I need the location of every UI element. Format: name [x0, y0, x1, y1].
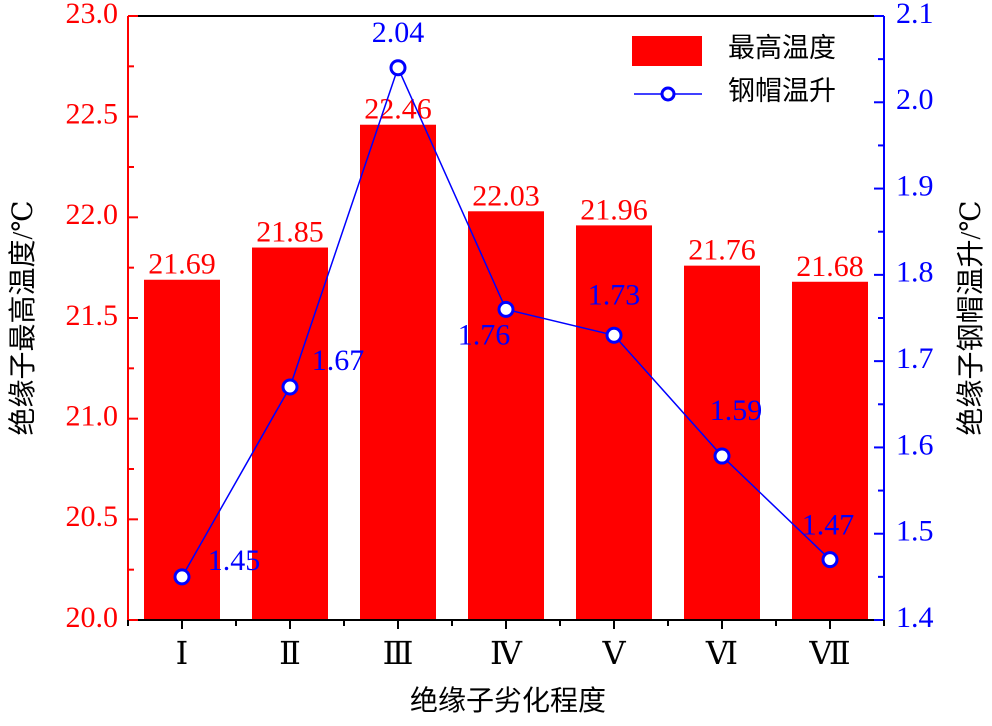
y2-tick-label: 1.6 [896, 428, 934, 461]
bar [684, 265, 760, 620]
bar [360, 124, 436, 620]
line-value-label: 1.45 [208, 544, 261, 577]
y-tick-label: 21.5 [66, 299, 119, 332]
line-point [281, 378, 299, 396]
line-value-label: 2.04 [372, 16, 425, 49]
line-point [605, 326, 623, 344]
y2-tick-label: 1.9 [896, 169, 934, 202]
y2-tick-label: 1.4 [896, 601, 934, 634]
bar [252, 247, 328, 621]
bar [468, 211, 544, 620]
bar-value-label: 22.46 [364, 93, 432, 126]
line-point [389, 59, 407, 77]
line-value-label: 1.76 [458, 318, 511, 351]
legend-line-marker [660, 86, 676, 102]
x-tick-label: Ⅳ [490, 635, 523, 671]
legend-bar-label: 最高温度 [728, 33, 836, 63]
bar [576, 225, 652, 621]
line-value-label: 1.59 [710, 394, 763, 427]
line-point [713, 447, 731, 465]
x-tick-label: Ⅴ [601, 635, 626, 671]
x-axis-title: 绝缘子劣化程度 [410, 685, 606, 717]
y-tick-label: 21.0 [66, 400, 119, 433]
x-tick-label: Ⅶ [808, 635, 850, 671]
bars-layer [144, 124, 868, 621]
y2-tick-label: 2.0 [896, 83, 934, 116]
line-layer [173, 59, 839, 586]
y-tick-label: 23.0 [66, 0, 119, 30]
line-value-label: 1.47 [802, 509, 855, 542]
axes-layer: 20.0 20.5 21.0 21.5 22.0 22.5 23.0 1.4 1.5 1.6 1.7… [66, 0, 934, 671]
bar-labels-layer: 21.69 21.85 22.46 22.03 21.96 21.76 21.68 [148, 93, 864, 283]
y2-tick-label: 1.8 [896, 256, 934, 289]
line-value-label: 1.73 [588, 278, 641, 311]
x-tick-label: Ⅵ [705, 635, 738, 671]
bar-value-label: 21.68 [796, 250, 864, 283]
y2-tick-label: 1.7 [896, 342, 934, 375]
y-tick-label: 20.0 [66, 601, 119, 634]
line-point [821, 551, 839, 569]
y2-tick-label: 1.5 [896, 515, 934, 548]
x-tick-label: Ⅱ [279, 635, 301, 671]
bar-value-label: 21.96 [580, 193, 648, 226]
bar-value-label: 21.85 [256, 216, 324, 249]
bar-value-label: 21.69 [148, 248, 216, 281]
bar [144, 279, 220, 620]
y-tick-label: 22.5 [66, 98, 119, 131]
y-tick-label: 20.5 [66, 500, 119, 533]
x-tick-label: Ⅲ [383, 635, 414, 671]
legend-layer: 最高温度 钢帽温升 [632, 33, 836, 106]
y2-axis-title: 绝缘子钢帽温升/℃ [955, 200, 987, 435]
x-tick-label: Ⅰ [176, 635, 189, 671]
legend-bar-swatch [632, 36, 702, 66]
y-axis-title: 绝缘子最高温度/℃ [7, 200, 39, 435]
legend-line-label: 钢帽温升 [728, 76, 836, 106]
y-tick-label: 22.0 [66, 198, 119, 231]
bar-value-label: 21.76 [688, 234, 756, 267]
line-point [173, 568, 191, 586]
line-point [497, 300, 515, 318]
bar [792, 281, 868, 620]
bar-value-label: 22.03 [472, 179, 540, 212]
point-labels-layer: 1.45 1.67 2.04 1.76 1.73 1.59 1.47 [208, 16, 855, 577]
line-value-label: 1.67 [312, 344, 365, 377]
y2-tick-label: 2.1 [896, 0, 934, 30]
